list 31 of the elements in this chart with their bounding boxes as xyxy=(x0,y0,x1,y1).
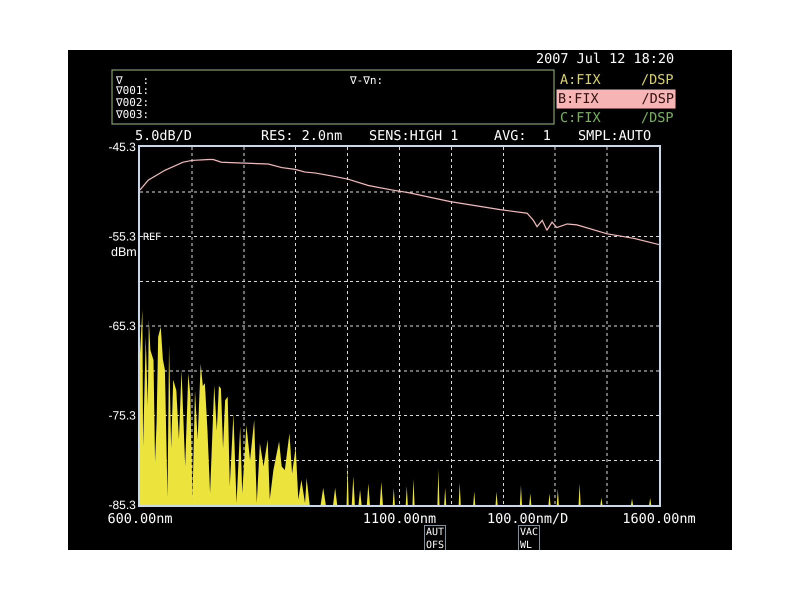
text: A:FIX xyxy=(560,72,601,88)
x-tick-label: 600.00nm xyxy=(107,510,173,527)
text: ∇002: xyxy=(115,96,150,109)
text: 5.0dB/D xyxy=(135,128,192,144)
text: VAC WL xyxy=(520,527,538,551)
text: C:FIX xyxy=(560,110,601,126)
text: /DSP xyxy=(641,110,674,126)
annotation: REF xyxy=(143,232,162,243)
y-tick-label: -45.3 xyxy=(108,140,136,154)
y-tick-label: -55.3 xyxy=(108,230,136,244)
text: /DSP xyxy=(641,72,674,88)
text: ∇-∇n: xyxy=(349,74,384,87)
text: 2007 Jul 12 18:20 xyxy=(536,51,674,67)
x-tick-label: 1100.00nm xyxy=(362,510,436,527)
text: AUT OFS xyxy=(426,527,444,551)
text: SENS:HIGH 1 xyxy=(369,128,458,144)
text: AVG: 1 xyxy=(494,128,551,144)
text: ∇001: xyxy=(115,84,150,97)
y-tick-label: -75.3 xyxy=(108,408,136,423)
x-axis-title: 100.00nm/D xyxy=(487,511,568,527)
line-series xyxy=(140,158,659,246)
text: /DSP xyxy=(641,91,674,107)
text: SMPL:AUTO xyxy=(578,128,652,144)
x-tick-label: 1600.00nm xyxy=(622,510,696,527)
text: RES: 2.0nm xyxy=(261,128,342,144)
y-axis-title: dBm xyxy=(111,245,137,259)
y-tick-label: -85.3 xyxy=(108,498,136,512)
text: B:FIX xyxy=(558,91,599,107)
text: ∇ : xyxy=(115,74,150,87)
text: ∇003: xyxy=(115,108,150,121)
y-tick-label: -65.3 xyxy=(108,319,136,334)
